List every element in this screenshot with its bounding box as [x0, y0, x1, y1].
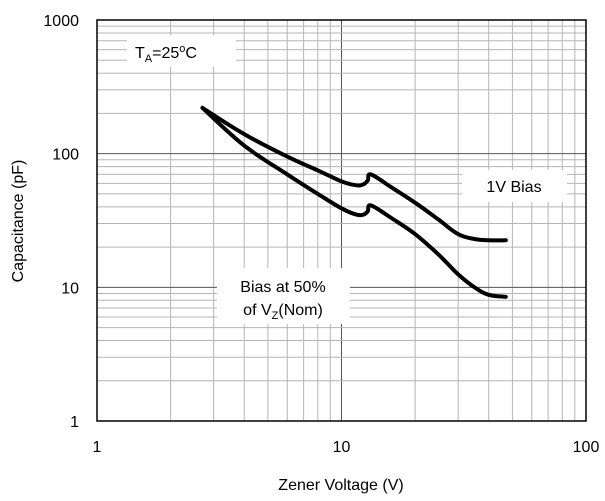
x-tick-label: 100: [573, 439, 600, 456]
y-axis-title: Capacitance (pF): [10, 160, 27, 283]
series-line-bias-50-percent: [200, 105, 508, 299]
x-axis-title: Zener Voltage (V): [278, 477, 403, 494]
y-tick-label: 10: [61, 280, 79, 297]
x-tick-label: 10: [333, 439, 351, 456]
data-series: [200, 105, 508, 299]
series-label-1v-bias: 1V Bias: [462, 170, 567, 202]
y-tick-label: 1000: [43, 13, 79, 30]
tick-labels: 1 10 100 1 10 100 1000: [43, 13, 599, 456]
svg-text:1V Bias: 1V Bias: [486, 179, 541, 196]
temperature-annotation: TA=25oC: [127, 35, 236, 67]
grid-lines: [97, 20, 586, 421]
series-label-bias-50: Bias at 50% of VZ(Nom): [217, 268, 350, 324]
plot-area-border: [96, 19, 587, 422]
y-tick-label: 100: [52, 147, 79, 164]
y-tick-label: 1: [70, 414, 79, 431]
svg-text:of VZ(Nom): of VZ(Nom): [243, 302, 323, 322]
svg-text:TA=25oC: TA=25oC: [135, 43, 197, 65]
series-line-1v-bias: [200, 105, 508, 243]
x-tick-label: 1: [93, 439, 102, 456]
svg-text:Bias at 50%: Bias at 50%: [240, 279, 325, 296]
